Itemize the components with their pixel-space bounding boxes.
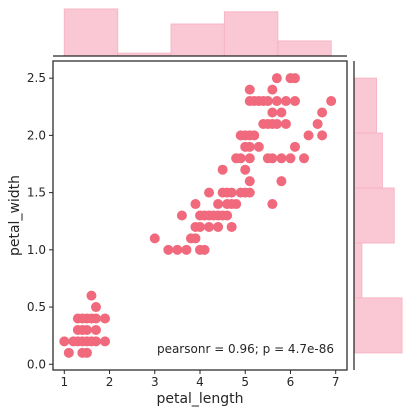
scatter-point <box>199 244 210 255</box>
y-hist-bar <box>353 242 363 299</box>
y-hist-bar <box>353 77 378 134</box>
scatter-point <box>86 290 97 301</box>
scatter-point <box>100 336 111 347</box>
x-tick-label: 6 <box>287 375 295 389</box>
scatter-point <box>244 176 255 187</box>
scatter-point <box>59 336 70 347</box>
y-hist-bar <box>353 297 403 354</box>
scatter-point <box>240 164 251 175</box>
scatter-point <box>276 153 287 164</box>
x-tick-label: 4 <box>196 375 204 389</box>
x-hist-bar <box>170 23 225 57</box>
scatter-point <box>244 141 255 152</box>
scatter-point <box>172 244 183 255</box>
x-tick-label: 2 <box>106 375 114 389</box>
scatter-point <box>217 164 228 175</box>
scatter-point <box>271 73 282 84</box>
scatter-point <box>90 302 101 313</box>
scatter-point <box>317 130 328 141</box>
scatter-point <box>280 118 291 129</box>
scatter-point <box>244 153 255 164</box>
scatter-panel <box>52 60 348 371</box>
scatter-point <box>267 153 278 164</box>
scatter-point <box>267 107 278 118</box>
scatter-point <box>289 73 300 84</box>
top-marginal-histogram <box>53 8 347 57</box>
correlation-annotation: pearsonr = 0.96; p = 4.7e-86 <box>157 342 334 356</box>
y-tick-label: 1.5 <box>27 186 46 200</box>
x-hist-bar <box>63 8 119 57</box>
scatter-point <box>317 107 328 118</box>
scatter-point <box>267 84 278 95</box>
x-tick-label: 3 <box>151 375 159 389</box>
scatter-point <box>181 244 192 255</box>
scatter-point <box>271 118 282 129</box>
scatter-point <box>190 199 201 210</box>
scatter-point <box>231 199 242 210</box>
scatter-point <box>204 221 215 232</box>
y-tick-label: 0.0 <box>27 357 46 371</box>
y-tick-label: 2.5 <box>27 71 46 85</box>
x-axis: 1 2 3 4 5 6 7 <box>60 370 340 389</box>
x-tick-label: 5 <box>241 375 249 389</box>
scatter-point <box>149 233 160 244</box>
scatter-point <box>100 313 111 324</box>
scatter-point <box>213 199 224 210</box>
scatter-point <box>253 141 264 152</box>
scatter-point <box>285 153 296 164</box>
scatter-point <box>190 233 201 244</box>
y-tick-label: 2.0 <box>27 128 46 142</box>
scatter-point <box>280 96 291 107</box>
scatter-point <box>176 210 187 221</box>
x-hist-bar <box>277 40 332 57</box>
scatter-point <box>299 153 310 164</box>
scatter-point <box>213 221 224 232</box>
scatter-point <box>326 96 337 107</box>
scatter-point <box>267 199 278 210</box>
scatter-point <box>244 187 255 198</box>
x-tick-label: 1 <box>60 375 68 389</box>
scatter-point <box>90 324 101 335</box>
x-tick-label: 7 <box>332 375 340 389</box>
y-tick-label: 1.0 <box>27 243 46 257</box>
scatter-point <box>303 130 314 141</box>
scatter-point <box>271 96 282 107</box>
scatter-point <box>249 130 260 141</box>
scatter-point <box>262 96 273 107</box>
scatter-point <box>222 210 233 221</box>
scatter-point <box>226 187 237 198</box>
scatter-point <box>276 107 287 118</box>
scatter-point <box>289 96 300 107</box>
right-marginal-histogram <box>353 61 403 370</box>
x-hist-bar <box>223 11 279 57</box>
y-hist-bar <box>353 187 395 244</box>
scatter-point <box>226 221 237 232</box>
scatter-point <box>63 347 74 358</box>
y-axis: 0.0 0.5 1.0 1.5 2.0 2.5 <box>27 71 53 371</box>
x-axis-label: petal_length <box>156 391 243 407</box>
scatter-point <box>244 84 255 95</box>
scatter-point <box>81 347 92 358</box>
scatter-point <box>235 153 246 164</box>
scatter-point <box>195 221 205 232</box>
scatter-point <box>289 141 300 152</box>
scatter-point <box>90 336 101 347</box>
scatter-point <box>81 324 92 335</box>
scatter-point <box>163 244 174 255</box>
scatter-point <box>276 176 287 187</box>
y-axis-label: petal_width <box>7 175 23 256</box>
y-hist-bar <box>353 132 383 189</box>
scatter-point <box>90 313 101 324</box>
scatter-point <box>312 118 323 129</box>
y-tick-label: 0.5 <box>27 300 46 314</box>
scatter-point <box>204 187 215 198</box>
